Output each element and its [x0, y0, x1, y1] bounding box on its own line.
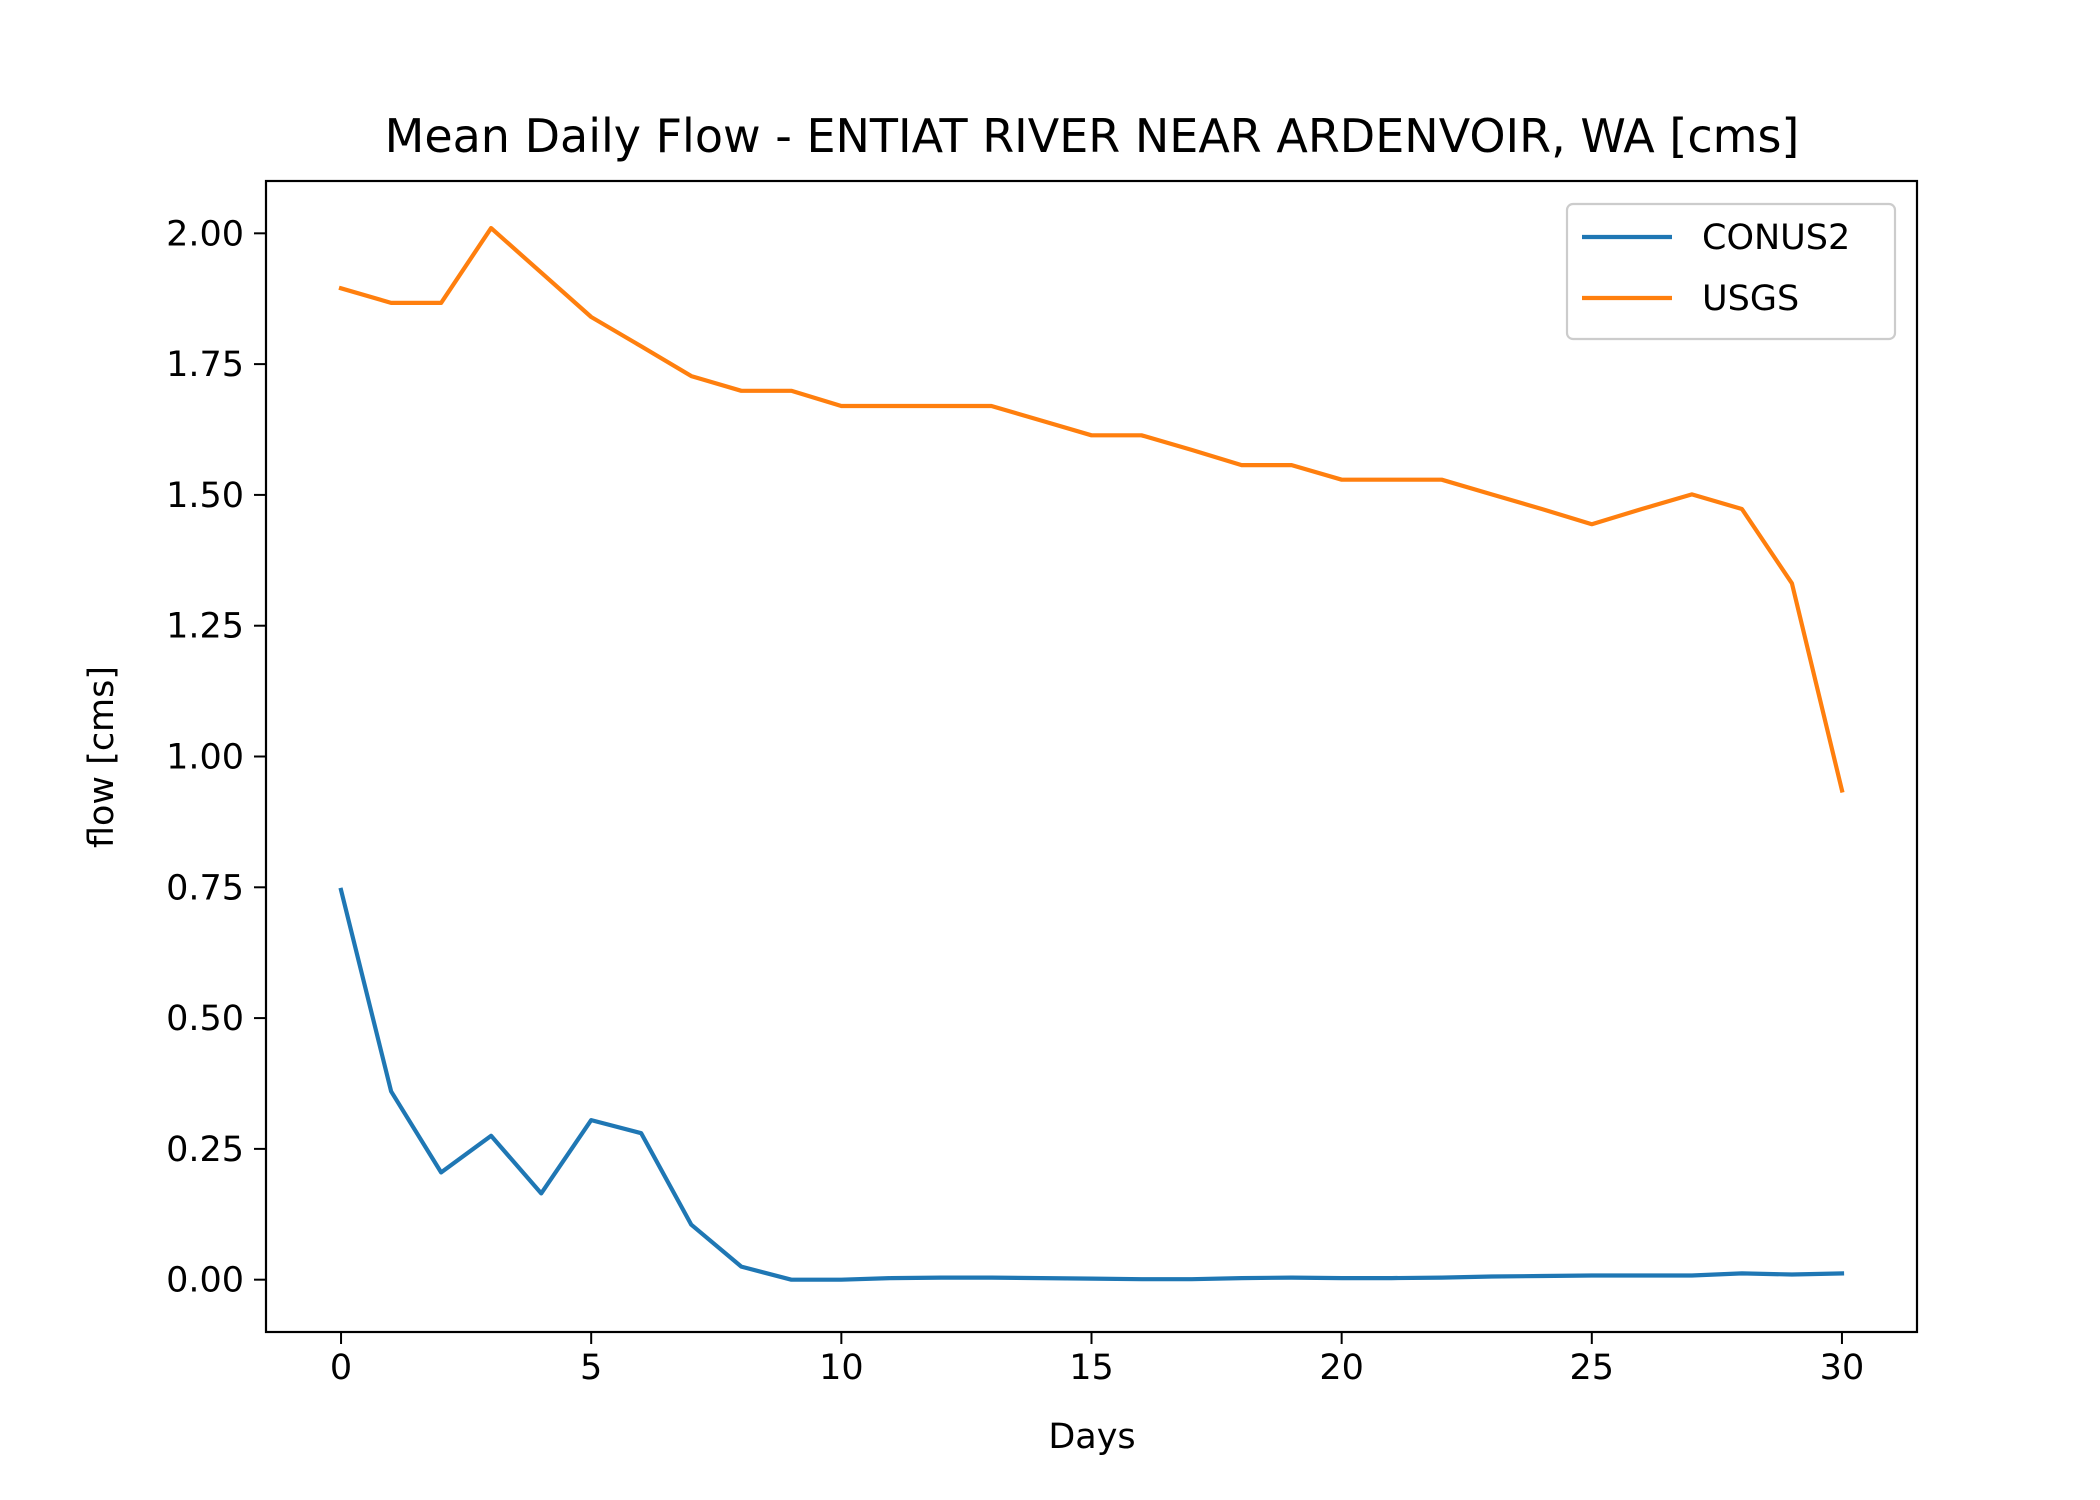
- x-tick-label: 20: [1319, 1348, 1364, 1388]
- y-axis-label: flow [cms]: [82, 666, 122, 848]
- y-tick-label: 0.00: [166, 1261, 244, 1301]
- legend: CONUS2 USGS: [1565, 202, 1897, 341]
- x-axis-label: Days: [1048, 1417, 1135, 1457]
- x-tick-label: 15: [1069, 1348, 1114, 1388]
- chart-title: Mean Daily Flow - ENTIAT RIVER NEAR ARDE…: [385, 109, 1800, 163]
- series-layer: [338, 226, 1845, 1282]
- y-tick-label: 1.50: [166, 476, 244, 516]
- x-tick-label: 25: [1570, 1348, 1615, 1388]
- y-axis: 0.00 0.25 0.50 0.75 1.00 1.25 1.50 1.75 2.00: [166, 214, 266, 1301]
- x-tick-label: 10: [819, 1348, 864, 1388]
- plot-frame: [264, 179, 1919, 1334]
- y-tick-label: 0.25: [166, 1130, 244, 1170]
- legend-label-usgs: USGS: [1702, 279, 1799, 319]
- x-tick-label: 30: [1820, 1348, 1865, 1388]
- x-axis: 0 5 10 15 20 25 30: [330, 1332, 1864, 1388]
- y-tick-label: 0.50: [166, 999, 244, 1039]
- series-line-usgs: [338, 226, 1845, 794]
- y-tick-label: 1.25: [166, 607, 244, 647]
- y-tick-label: 1.00: [166, 738, 244, 778]
- legend-label-conus2: CONUS2: [1702, 218, 1850, 258]
- y-tick-label: 0.75: [166, 868, 244, 908]
- x-tick-label: 0: [330, 1348, 352, 1388]
- x-tick-label: 5: [580, 1348, 602, 1388]
- series-line-conus2: [338, 887, 1845, 1282]
- y-tick-label: 2.00: [166, 214, 244, 254]
- y-tick-label: 1.75: [166, 345, 244, 385]
